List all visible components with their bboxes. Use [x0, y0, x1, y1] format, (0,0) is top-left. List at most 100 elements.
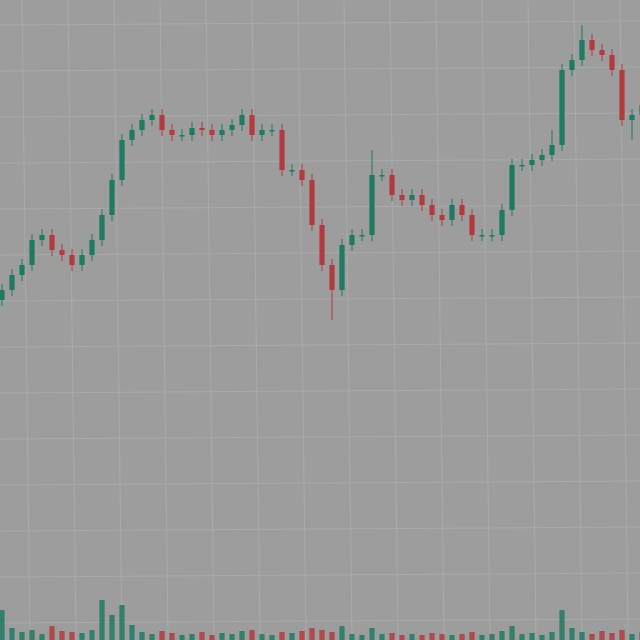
- grid-line: [0, 342, 640, 348]
- candle-body: [539, 155, 545, 160]
- grid-line: [0, 158, 640, 164]
- candle-body: [159, 115, 165, 130]
- candle-body: [79, 255, 85, 265]
- candle-body: [379, 175, 385, 177]
- volume-bar: [189, 634, 195, 640]
- candle-body: [239, 115, 245, 125]
- candle-body: [359, 235, 365, 237]
- volume-bar: [399, 635, 405, 640]
- grid-line: [159, 0, 169, 640]
- grid-line: [0, 480, 640, 486]
- candle-body: [189, 128, 195, 135]
- grid-line: [435, 0, 445, 640]
- grid-line: [251, 0, 261, 640]
- candle-body: [619, 70, 625, 120]
- candle-body: [89, 240, 95, 255]
- candle-body: [319, 225, 325, 265]
- volume-bar: [29, 630, 35, 640]
- volume-bar: [209, 635, 215, 640]
- volume-bar: [439, 634, 445, 640]
- volume-bar: [529, 633, 535, 640]
- candle-body: [59, 250, 65, 255]
- grid-line: [297, 0, 307, 640]
- volume-bar: [19, 632, 25, 640]
- candle-body: [219, 130, 225, 135]
- candle-body: [529, 160, 535, 165]
- volume-bar: [89, 630, 95, 640]
- candle-body: [609, 55, 615, 70]
- volume-bar: [249, 630, 255, 640]
- volume-bar: [519, 634, 525, 640]
- volume-bar: [569, 628, 575, 640]
- candle-body: [409, 195, 415, 200]
- candle-body: [309, 180, 315, 225]
- candle-body: [629, 115, 635, 120]
- volume-bar: [619, 630, 625, 640]
- candle-body: [369, 175, 375, 235]
- grid-line: [573, 0, 583, 640]
- candle-body: [49, 235, 55, 250]
- candle-body: [9, 275, 15, 290]
- grid-line: [0, 112, 640, 118]
- volume-bar: [339, 626, 345, 640]
- volume-bar: [589, 634, 595, 640]
- candle-body: [0, 290, 5, 300]
- volume-bar: [479, 635, 485, 640]
- candle-body: [179, 135, 185, 137]
- candle-body: [289, 170, 295, 172]
- grid-line: [0, 572, 640, 578]
- volume-bar: [129, 625, 135, 640]
- candle-body: [99, 215, 105, 240]
- volume-bar: [579, 632, 585, 640]
- grid-line: [389, 0, 399, 640]
- volume-bar: [449, 635, 455, 640]
- grid-line: [0, 618, 640, 624]
- candle-body: [459, 205, 465, 215]
- volume-bar: [509, 626, 515, 640]
- candle-body: [519, 165, 525, 167]
- grid-line: [481, 0, 491, 640]
- candle-body: [449, 205, 455, 220]
- candle-body: [139, 120, 145, 130]
- volume-bar: [429, 633, 435, 640]
- candle-body: [129, 130, 135, 140]
- volume-bar: [289, 633, 295, 640]
- candle-body: [469, 215, 475, 235]
- grid-line: [0, 388, 640, 394]
- candle-body: [569, 60, 575, 70]
- volume-bar: [119, 605, 125, 640]
- volume-bar: [609, 633, 615, 640]
- grid-line: [527, 0, 537, 640]
- candle-body: [559, 70, 565, 145]
- candle-body: [599, 50, 605, 55]
- candle-body: [279, 130, 285, 170]
- grid-line: [21, 0, 31, 640]
- volume-bar: [59, 631, 65, 640]
- candle-body: [149, 115, 155, 120]
- volume-bar: [539, 635, 545, 640]
- candle-body: [29, 240, 35, 265]
- volume-bar: [99, 600, 105, 640]
- candle-body: [109, 180, 115, 215]
- candle-body: [249, 115, 255, 135]
- candle-body: [489, 235, 495, 237]
- volume-bar: [549, 632, 555, 640]
- volume-bar: [459, 634, 465, 640]
- volume-bar: [149, 634, 155, 640]
- volume-bar: [39, 634, 45, 640]
- candle-body: [169, 130, 175, 135]
- candle-body: [549, 145, 555, 155]
- volume-bar: [0, 610, 5, 640]
- volume-bar: [109, 615, 115, 640]
- candle-body: [579, 40, 585, 60]
- volume-bar: [229, 634, 235, 640]
- volume-bar: [179, 635, 185, 640]
- volume-bar: [139, 632, 145, 640]
- volume-bar: [329, 632, 335, 640]
- grid-line: [0, 526, 640, 532]
- volume-bar: [559, 610, 565, 640]
- volume-bar: [409, 634, 415, 640]
